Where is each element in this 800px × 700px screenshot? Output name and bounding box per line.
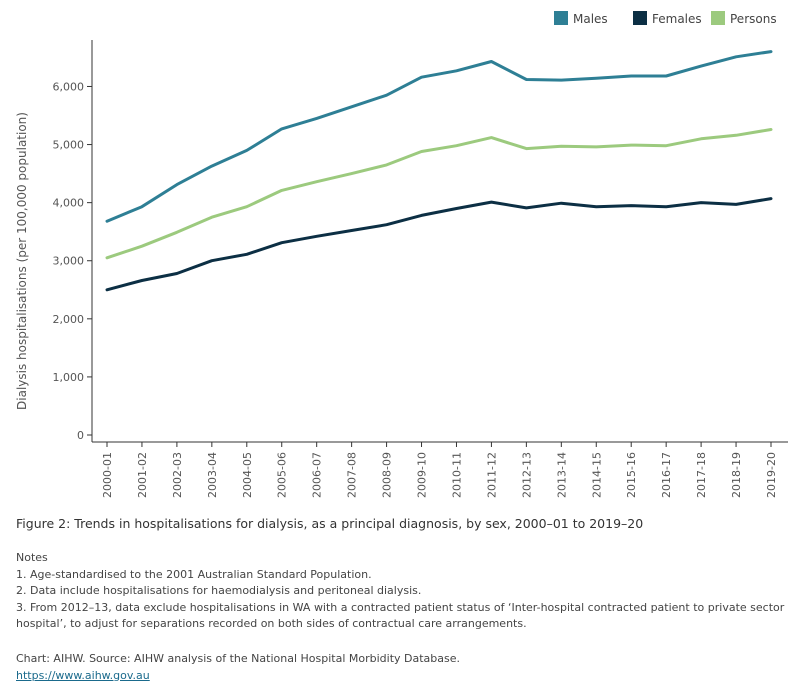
x-tick-label: 2010-11 xyxy=(450,452,463,498)
x-tick-label: 2009-10 xyxy=(416,452,429,498)
x-tick-label: 2016-17 xyxy=(660,452,673,498)
x-tick-label: 2005-06 xyxy=(276,452,289,498)
notes-heading: Notes xyxy=(16,551,48,564)
footer: Chart: AIHW. Source: AIHW analysis of th… xyxy=(16,651,786,684)
legend-label-females: Females xyxy=(652,12,702,26)
x-tick-label: 2019-20 xyxy=(765,452,778,498)
legend-swatch-males xyxy=(554,11,568,25)
x-tick-label: 2013-14 xyxy=(555,452,568,498)
x-tick-label: 2000-01 xyxy=(101,452,114,498)
x-tick-label: 2014-15 xyxy=(590,452,603,498)
y-tick-label: 5,000 xyxy=(53,139,85,152)
note-item: 1. Age-standardised to the 2001 Australi… xyxy=(16,567,372,581)
x-tick-label: 2002-03 xyxy=(171,452,184,498)
x-tick-label: 2017-18 xyxy=(695,452,708,498)
series-line-males[interactable] xyxy=(105,50,773,223)
y-tick-label: 1,000 xyxy=(53,371,85,384)
x-axis-ticks: 2000-01 2001-02 2002-03 2003-04 2004-05 2005-… xyxy=(101,442,778,498)
x-tick-label: 2012-13 xyxy=(520,452,533,498)
legend-swatch-females xyxy=(633,11,647,25)
y-axis-ticks: 0 1,000 2,000 3,000 4,000 5,000 6,000 xyxy=(53,80,92,442)
aihw-link[interactable]: https://www.aihw.gov.au xyxy=(16,668,150,682)
x-tick-label: 2004-05 xyxy=(241,452,254,498)
y-axis-title: Dialysis hospitalisations (per 100,000 p… xyxy=(15,112,29,410)
y-tick-label: 0 xyxy=(77,429,84,442)
x-tick-label: 2008-09 xyxy=(381,452,394,498)
y-tick-label: 4,000 xyxy=(53,197,85,210)
figure-caption: Figure 2: Trends in hospitalisations for… xyxy=(16,516,644,531)
series-line-females[interactable] xyxy=(105,197,773,292)
y-tick-label: 3,000 xyxy=(53,255,85,268)
note-item: 3. From 2012–13, data exclude hospitalis… xyxy=(16,600,785,631)
legend-label-persons: Persons xyxy=(730,12,777,26)
legend-label-males: Males xyxy=(573,12,608,26)
x-tick-label: 2007-08 xyxy=(346,452,359,498)
x-tick-label: 2015-16 xyxy=(625,452,638,498)
legend: Males Females Persons xyxy=(554,11,777,26)
notes: Notes 1. Age-standardised to the 2001 Au… xyxy=(16,550,786,633)
x-tick-label: 2001-02 xyxy=(136,452,149,498)
x-tick-label: 2003-04 xyxy=(206,452,219,498)
note-item: 2. Data include hospitalisations for hae… xyxy=(16,584,422,597)
source-text: Chart: AIHW. Source: AIHW analysis of th… xyxy=(16,652,460,665)
x-tick-label: 2006-07 xyxy=(311,452,324,498)
x-tick-label: 2011-12 xyxy=(485,452,498,498)
y-tick-label: 2,000 xyxy=(53,313,85,326)
series-lines xyxy=(105,50,773,292)
legend-swatch-persons xyxy=(711,11,725,25)
axes xyxy=(91,40,788,443)
line-chart: Males Females Persons Dialysis hospitalisa… xyxy=(15,11,788,498)
series-line-persons[interactable] xyxy=(105,128,773,260)
x-tick-label: 2018-19 xyxy=(730,452,743,498)
y-tick-label: 6,000 xyxy=(53,80,85,93)
